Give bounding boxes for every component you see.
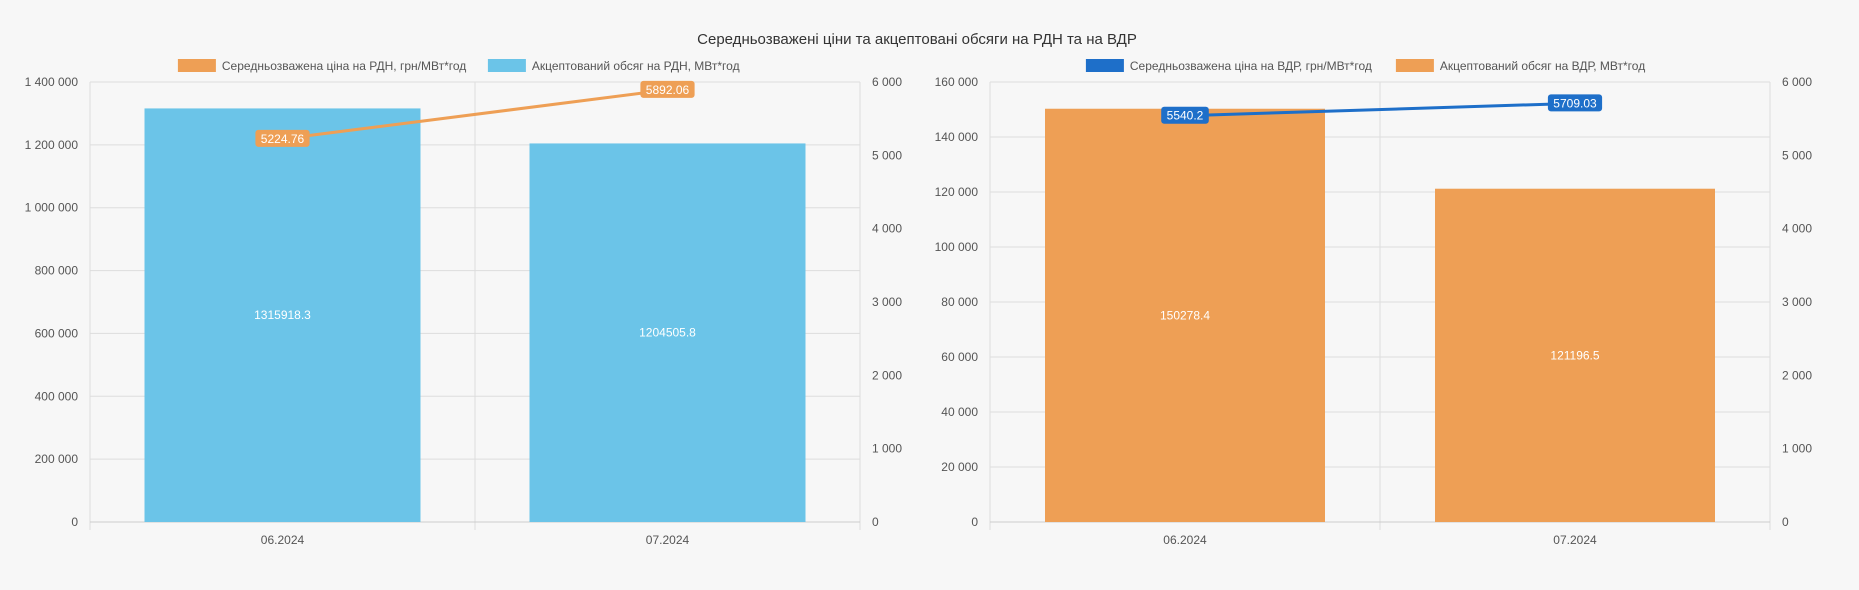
y-left-tick-label: 0 [971,515,978,529]
y-left-tick-label: 1 000 000 [25,201,79,215]
y-right-tick-label: 0 [872,515,879,529]
y-right-tick-label: 0 [1782,515,1789,529]
bar [144,108,421,523]
y-left-tick-label: 400 000 [35,389,79,403]
y-left-tick-label: 160 000 [935,75,979,89]
line-point-marker [255,129,310,147]
y-left-tick-label: 100 000 [935,240,979,254]
y-left-tick-label: 120 000 [935,185,979,199]
y-left-tick-label: 200 000 [35,452,79,466]
legend-label: Акцептований обсяг на РДН, МВт*год [532,59,740,73]
bar-value-label: 1204505.8 [639,326,696,340]
y-left-tick-label: 20 000 [941,460,978,474]
legend-swatch [1085,59,1124,72]
y-right-tick-label: 5 000 [872,148,902,162]
legend-swatch [487,59,526,72]
line-point-marker [1161,106,1209,124]
y-left-tick-label: 600 000 [35,326,79,340]
y-left-tick-label: 40 000 [941,405,978,419]
y-right-tick-label: 4 000 [872,222,902,236]
price-line [282,88,668,141]
y-right-tick-label: 1 000 [872,442,902,456]
legend-item[interactable]: Акцептований обсяг на ВДР, МВт*год [1395,59,1645,73]
legend-item[interactable]: Середньозважена ціна на ВДР, грн/МВт*год [1085,59,1372,73]
y-left-tick-label: 0 [71,515,78,529]
legend-label: Акцептований обсяг на ВДР, МВт*год [1440,59,1645,73]
y-left-tick-label: 60 000 [941,350,978,364]
y-left-tick-label: 80 000 [941,295,978,309]
rdn-chart: 0 200 000 400 000 600 000 800 000 1 000 000 1 … [25,59,902,547]
legend-swatch [1395,59,1434,72]
y-left-tick-label: 1 200 000 [25,138,79,152]
bar-value-label: 121196.5 [1550,348,1599,362]
legend-item[interactable]: Акцептований обсяг на РДН, МВт*год [487,59,740,73]
line-point-marker [640,80,695,98]
line-point-marker [1547,94,1603,112]
line-value-label: 5892.06 [646,83,690,97]
line-value-label: 5224.76 [261,132,305,146]
legend-label: Середньозважена ціна на РДН, грн/МВт*год [222,59,466,73]
y-right-tick-label: 1 000 [1782,442,1812,456]
x-tick-label: 06.2024 [1163,533,1207,547]
bar-value-label: 1315918.3 [254,308,311,322]
y-right-tick-label: 3 000 [1782,295,1812,309]
chart-title: Середньозважені ціни та акцептовані обся… [697,31,1137,48]
line-value-label: 5709.03 [1553,96,1597,110]
x-tick-label: 06.2024 [261,533,305,547]
y-left-tick-label: 800 000 [35,264,79,278]
y-right-tick-label: 3 000 [872,295,902,309]
y-right-tick-label: 2 000 [1782,368,1812,382]
y-right-tick-label: 5 000 [1782,148,1812,162]
vdr-chart: 0 20 000 40 000 60 000 80 000 100 000 120 000 1… [935,59,1812,547]
y-left-tick-label: 140 000 [935,130,979,144]
x-tick-label: 07.2024 [1553,533,1597,547]
y-right-tick-label: 6 000 [872,75,902,89]
price-line [1184,101,1576,118]
line-value-label: 5540.2 [1167,109,1204,123]
bar [529,143,806,522]
bar [1435,188,1715,522]
legend-swatch [177,59,216,72]
bar [1045,108,1325,522]
y-right-tick-label: 4 000 [1782,222,1812,236]
legend-item[interactable]: Середньозважена ціна на РДН, грн/МВт*год [177,59,466,73]
y-right-tick-label: 2 000 [872,368,902,382]
x-tick-label: 07.2024 [646,533,690,547]
legend-label: Середньозважена ціна на ВДР, грн/МВт*год [1130,59,1372,73]
bar-value-label: 150278.4 [1160,308,1210,322]
y-left-tick-label: 1 400 000 [25,75,79,89]
y-right-tick-label: 6 000 [1782,75,1812,89]
